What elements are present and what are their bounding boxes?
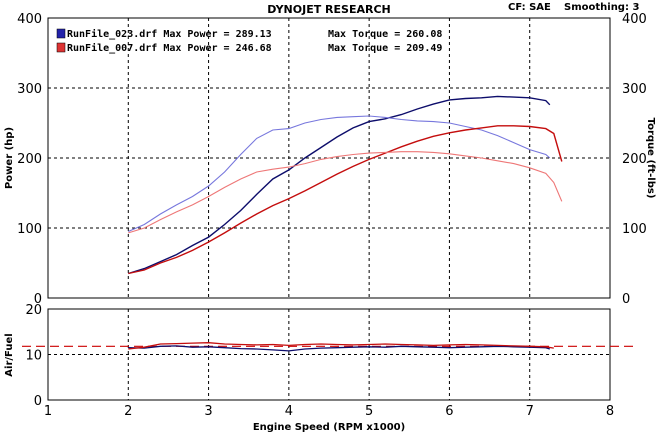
air-fuel-series-line (128, 342, 554, 350)
torque-tick-label: 100 (622, 222, 647, 237)
power-axis-label: Power (hp) (4, 127, 15, 189)
air-fuel-y-ticks: 0 10 20 (25, 303, 42, 409)
air-fuel-tick-label: 0 (34, 394, 42, 409)
series-line-torque (128, 151, 563, 234)
air-fuel-plot (22, 308, 636, 401)
power-torque-series (128, 95, 563, 275)
smoothing-label: Smoothing: 3 (564, 2, 639, 13)
torque-y-ticks: 0 100 200 300 400 (622, 12, 647, 307)
torque-tick-label: 400 (622, 12, 647, 27)
legend: RunFile_023.drf Max Power = 289.13 Max T… (56, 28, 442, 54)
air-fuel-series-line (128, 345, 551, 352)
rpm-tick-label: 1 (44, 404, 52, 419)
rpm-tick-label: 4 (285, 404, 293, 419)
rpm-tick-label: 3 (204, 404, 212, 419)
air-fuel-tick-label: 10 (25, 349, 42, 364)
rpm-x-ticks: 1 2 3 4 5 6 7 8 (44, 404, 614, 419)
legend-swatch-run023 (56, 28, 66, 39)
series-line-torque (128, 115, 551, 233)
torque-tick-label: 200 (622, 152, 647, 167)
power-tick-label: 0 (34, 292, 42, 307)
power-grid (48, 18, 610, 298)
rpm-tick-label: 5 (365, 404, 373, 419)
legend-swatch-run007 (56, 42, 66, 53)
power-tick-label: 100 (17, 222, 42, 237)
torque-axis-label: Torque (ft-lbs) (645, 118, 656, 199)
air-fuel-tick-label: 20 (25, 303, 42, 318)
series-line-power (128, 95, 551, 275)
air-fuel-series (128, 342, 554, 352)
series-line-power (128, 125, 563, 275)
legend-torque-run023: Max Torque = 260.08 (328, 29, 442, 40)
rpm-tick-label: 7 (526, 404, 534, 419)
rpm-tick-label: 6 (445, 404, 453, 419)
power-y-ticks: 0 100 200 300 400 (17, 12, 42, 307)
power-tick-label: 400 (17, 12, 42, 27)
cf-label: CF: SAE (508, 2, 551, 13)
rpm-axis-label: Engine Speed (RPM x1000) (253, 422, 405, 433)
power-torque-plot (47, 17, 611, 299)
rpm-tick-label: 2 (124, 404, 132, 419)
chart-title: DYNOJET RESEARCH (267, 3, 390, 16)
legend-torque-run007: Max Torque = 209.49 (328, 43, 442, 54)
legend-label-run023: RunFile_023.drf Max Power = 289.13 (67, 28, 272, 40)
torque-tick-label: 300 (622, 82, 647, 97)
air-fuel-axis-label: Air/Fuel (4, 333, 15, 376)
rpm-tick-label: 8 (606, 404, 614, 419)
legend-label-run007: RunFile_007.drf Max Power = 246.68 (67, 42, 272, 54)
power-tick-label: 300 (17, 82, 42, 97)
power-tick-label: 200 (17, 152, 42, 167)
torque-tick-label: 0 (622, 292, 630, 307)
